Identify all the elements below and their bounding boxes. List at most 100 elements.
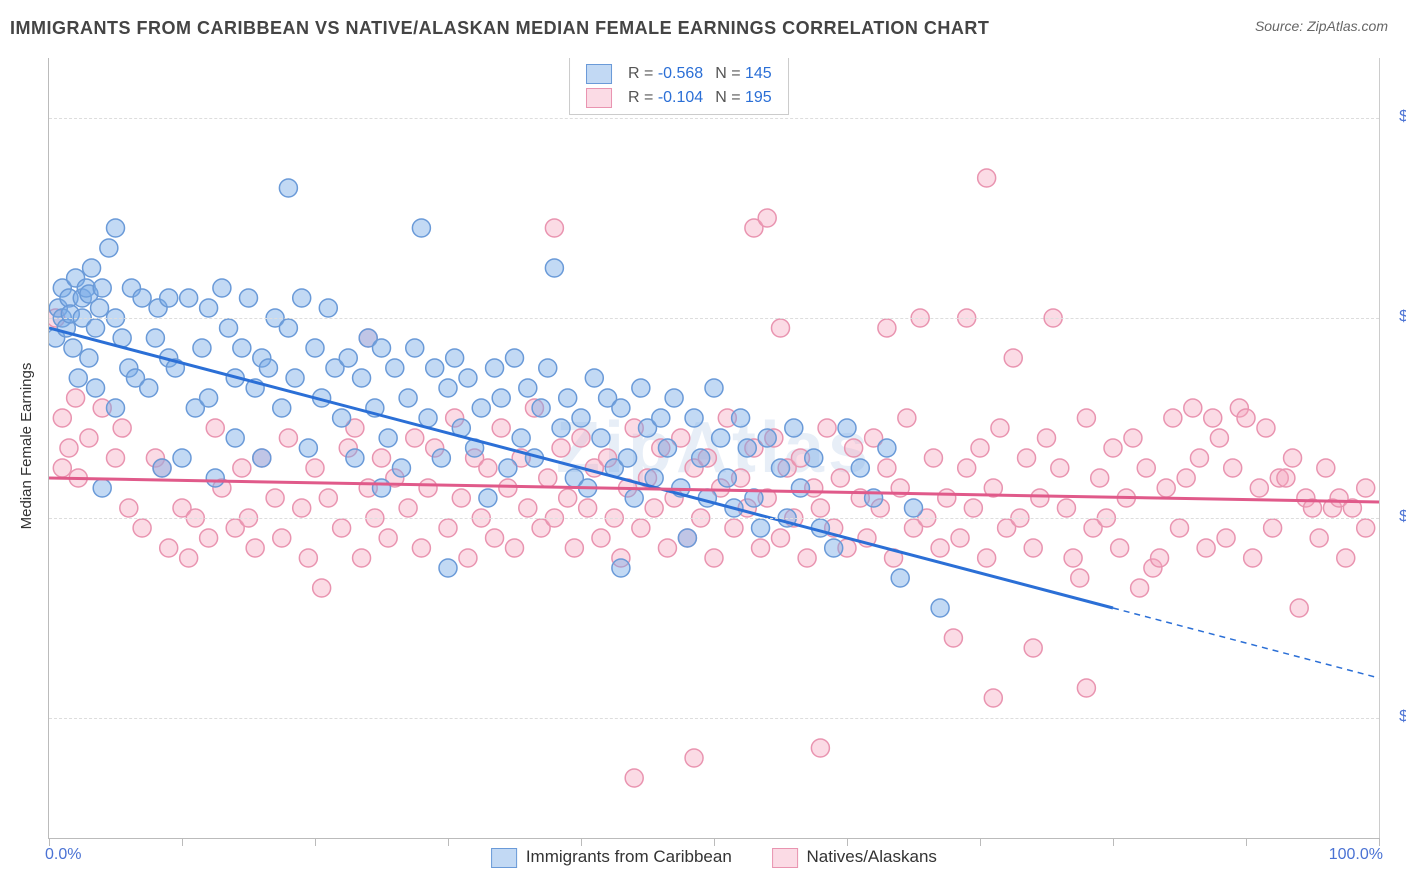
scatter-point — [978, 169, 996, 187]
scatter-point — [452, 419, 470, 437]
scatter-point — [572, 409, 590, 427]
scatter-point — [399, 389, 417, 407]
scatter-point — [552, 419, 570, 437]
scatter-point — [745, 489, 763, 507]
scatter-point — [479, 489, 497, 507]
scatter-point — [439, 379, 457, 397]
trend-line — [1113, 608, 1379, 678]
scatter-point — [359, 329, 377, 347]
scatter-point — [286, 369, 304, 387]
scatter-point — [652, 439, 670, 457]
gridline — [49, 518, 1379, 519]
scatter-point — [639, 419, 657, 437]
scatter-point — [373, 449, 391, 467]
scatter-point — [619, 479, 637, 497]
scatter-point — [107, 449, 125, 467]
scatter-point — [658, 539, 676, 557]
scatter-point — [725, 519, 743, 537]
scatter-point — [612, 549, 630, 567]
scatter-point — [1144, 559, 1162, 577]
scatter-point — [486, 359, 504, 377]
y-axis-label: Median Female Earnings — [18, 363, 35, 530]
scatter-point — [672, 479, 690, 497]
scatter-point — [100, 239, 118, 257]
scatter-point — [579, 499, 597, 517]
y-tick-label: $40,000 — [1399, 308, 1406, 326]
scatter-point — [831, 469, 849, 487]
scatter-point — [419, 479, 437, 497]
scatter-point — [1038, 429, 1056, 447]
scatter-point — [77, 279, 95, 297]
scatter-point — [1077, 409, 1095, 427]
x-tick — [1379, 838, 1380, 846]
scatter-point — [180, 289, 198, 307]
scatter-point — [805, 479, 823, 497]
scatter-point — [1277, 469, 1295, 487]
scatter-point — [851, 489, 869, 507]
scatter-point — [698, 449, 716, 467]
y-tick-label: $20,000 — [1399, 708, 1406, 726]
scatter-point — [732, 469, 750, 487]
scatter-point — [399, 499, 417, 517]
scatter-point — [512, 449, 530, 467]
scatter-point — [149, 299, 167, 317]
scatter-point — [565, 469, 583, 487]
correlation-legend: R = -0.568 N = 145 R = -0.104 N = 195 — [569, 58, 789, 115]
scatter-point — [964, 499, 982, 517]
scatter-point — [233, 339, 251, 357]
scatter-point — [665, 389, 683, 407]
legend-bottom-swatch-1 — [772, 848, 798, 868]
scatter-point — [206, 469, 224, 487]
scatter-point — [745, 219, 763, 237]
scatter-point — [53, 409, 71, 427]
scatter-point — [1064, 549, 1082, 567]
scatter-point — [705, 549, 723, 567]
scatter-point — [253, 449, 271, 467]
scatter-point — [306, 459, 324, 477]
scatter-point — [951, 529, 969, 547]
scatter-point — [153, 459, 171, 477]
scatter-point — [83, 259, 101, 277]
scatter-point — [811, 519, 829, 537]
scatter-point — [432, 449, 450, 467]
r-value-0: -0.568 — [658, 65, 703, 82]
scatter-point — [160, 289, 178, 307]
scatter-point — [745, 439, 763, 457]
scatter-point — [592, 529, 610, 547]
scatter-point — [259, 359, 277, 377]
scatter-point — [931, 599, 949, 617]
scatter-point — [652, 409, 670, 427]
scatter-point — [472, 399, 490, 417]
scatter-point — [971, 439, 989, 457]
scatter-point — [1177, 469, 1195, 487]
scatter-point — [60, 439, 78, 457]
scatter-point — [539, 469, 557, 487]
scatter-point — [93, 479, 111, 497]
scatter-point — [107, 399, 125, 417]
scatter-point — [791, 449, 809, 467]
x-tick — [847, 838, 848, 846]
scatter-point — [865, 489, 883, 507]
scatter-point — [479, 459, 497, 477]
n-value-1: 195 — [745, 89, 772, 106]
scatter-point — [1151, 549, 1169, 567]
scatter-point — [452, 489, 470, 507]
scatter-point — [825, 539, 843, 557]
scatter-point — [1304, 499, 1322, 517]
scatter-point — [466, 449, 484, 467]
scatter-point — [120, 359, 138, 377]
scatter-point — [984, 479, 1002, 497]
scatter-point — [1270, 469, 1288, 487]
scatter-point — [1330, 489, 1348, 507]
y-tick-label: $30,000 — [1399, 508, 1406, 526]
scatter-point — [772, 319, 790, 337]
scatter-point — [998, 519, 1016, 537]
scatter-point — [412, 539, 430, 557]
scatter-point — [1024, 639, 1042, 657]
scatter-point — [572, 429, 590, 447]
scatter-point — [1250, 479, 1268, 497]
scatter-point — [73, 289, 91, 307]
scatter-point — [379, 529, 397, 547]
scatter-point — [133, 519, 151, 537]
scatter-point — [200, 529, 218, 547]
